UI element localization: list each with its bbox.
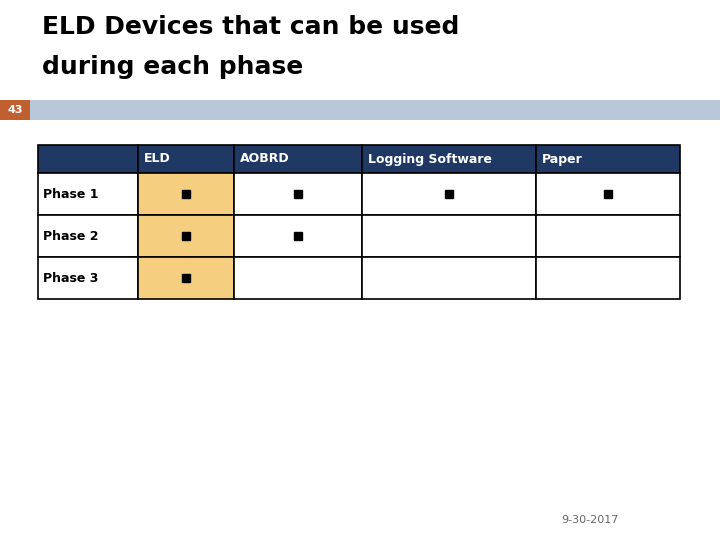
- Text: Phase 3: Phase 3: [43, 272, 99, 285]
- Text: Phase 1: Phase 1: [43, 187, 99, 200]
- Bar: [38, 173, 138, 215]
- Bar: [138, 173, 234, 215]
- Bar: [536, 145, 680, 173]
- Bar: [234, 173, 362, 215]
- Bar: [38, 257, 138, 299]
- Bar: [0, 100, 720, 120]
- Bar: [536, 215, 680, 257]
- Text: 9-30-2017: 9-30-2017: [562, 515, 618, 525]
- Bar: [362, 257, 536, 299]
- Text: 43: 43: [7, 105, 23, 115]
- Text: AOBRD: AOBRD: [240, 152, 289, 165]
- Bar: [234, 145, 362, 173]
- Bar: [138, 215, 234, 257]
- Text: during each phase: during each phase: [42, 55, 303, 79]
- Bar: [234, 215, 362, 257]
- Bar: [38, 145, 138, 173]
- Bar: [234, 257, 362, 299]
- Bar: [536, 257, 680, 299]
- Text: ELD: ELD: [143, 152, 170, 165]
- Bar: [536, 173, 680, 215]
- Text: Logging Software: Logging Software: [368, 152, 492, 165]
- Bar: [138, 257, 234, 299]
- Bar: [0, 100, 30, 120]
- Text: ELD Devices that can be used: ELD Devices that can be used: [42, 15, 459, 39]
- Bar: [362, 215, 536, 257]
- Bar: [138, 145, 234, 173]
- Text: Paper: Paper: [541, 152, 582, 165]
- Bar: [362, 145, 536, 173]
- Bar: [362, 173, 536, 215]
- Bar: [38, 215, 138, 257]
- Text: Phase 2: Phase 2: [43, 230, 99, 242]
